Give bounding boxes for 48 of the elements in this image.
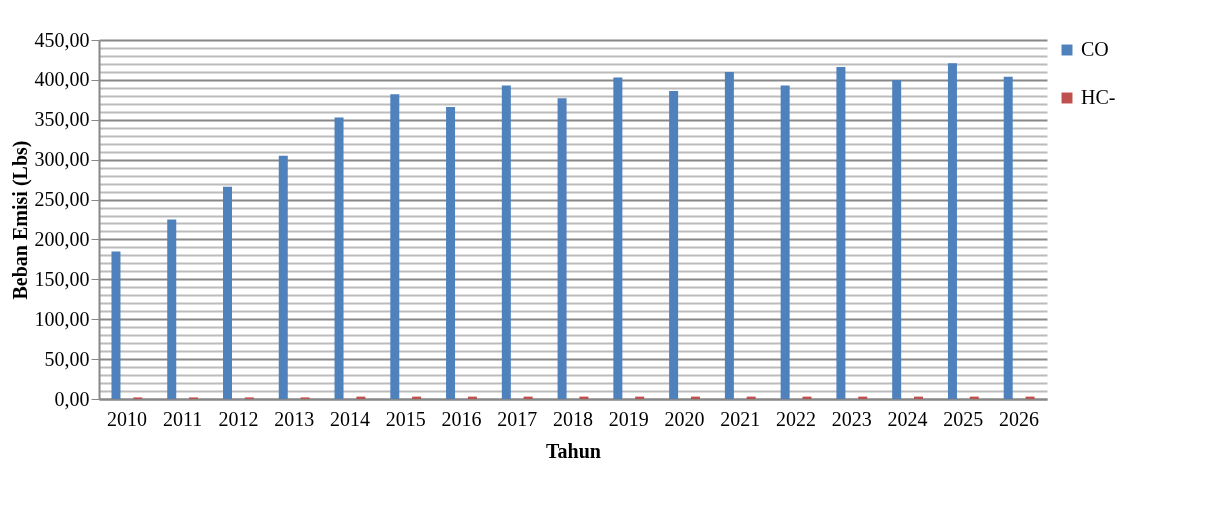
y-tick-label: 100,00 — [34, 307, 90, 330]
bar — [278, 155, 288, 399]
bar — [501, 85, 511, 399]
x-tick-label: 2011 — [163, 407, 203, 430]
y-axis-title: Beban Emisi (Lbs) — [8, 140, 32, 300]
x-tick-label: 2015 — [385, 407, 426, 430]
y-tick-label: 350,00 — [34, 108, 90, 131]
y-tick-label: 300,00 — [34, 148, 90, 171]
bar — [947, 63, 957, 399]
y-tick-label: 250,00 — [34, 188, 90, 211]
y-tick-label: 400,00 — [34, 68, 90, 91]
bar — [167, 219, 177, 399]
bar — [669, 91, 679, 399]
legend-label: CO — [1081, 38, 1109, 60]
x-tick-label: 2024 — [887, 407, 928, 430]
x-tick-label: 2022 — [776, 407, 817, 430]
x-axis-title: Tahun — [546, 439, 601, 462]
bar — [613, 77, 623, 399]
x-tick-label: 2020 — [664, 407, 705, 430]
y-tick-label: 450,00 — [34, 28, 90, 51]
bar — [223, 186, 232, 399]
bar — [892, 79, 902, 399]
y-tick-label: 150,00 — [34, 267, 90, 290]
x-tick-label: 2021 — [720, 407, 761, 430]
x-tick-label: 2023 — [831, 407, 872, 430]
x-tick-label: 2026 — [999, 407, 1040, 430]
x-tick-label: 2016 — [441, 407, 482, 430]
bar — [334, 117, 344, 399]
y-tick-label: 200,00 — [34, 227, 90, 250]
y-tick-label: 0,00 — [54, 387, 90, 410]
x-tick-label: 2018 — [553, 407, 593, 430]
bar — [557, 98, 567, 399]
x-tick-label: 2019 — [608, 407, 649, 430]
x-tick-label: 2010 — [106, 407, 147, 430]
x-tick-label: 2017 — [497, 407, 538, 430]
x-tick-label: 2012 — [218, 407, 259, 430]
y-tick-label: 50,00 — [44, 347, 90, 370]
bar — [1003, 76, 1013, 399]
bar — [780, 85, 790, 399]
bar — [111, 251, 121, 399]
x-tick-label: 2014 — [329, 407, 370, 430]
bar — [390, 94, 400, 399]
bar — [836, 67, 846, 399]
bar — [446, 107, 456, 399]
legend-label: HC- — [1081, 86, 1116, 108]
x-tick-label: 2025 — [943, 407, 984, 430]
x-tick-label: 2013 — [274, 407, 315, 430]
bar — [724, 71, 734, 399]
